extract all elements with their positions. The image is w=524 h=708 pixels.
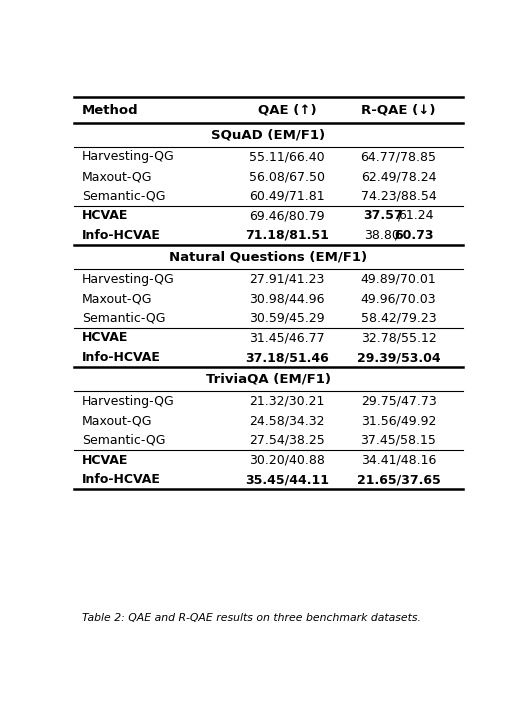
Text: 31.56/49.92: 31.56/49.92	[361, 414, 436, 428]
Text: Harvesting-QG: Harvesting-QG	[82, 150, 174, 164]
Text: 30.98/44.96: 30.98/44.96	[249, 292, 324, 305]
Text: 55.11/66.40: 55.11/66.40	[249, 150, 325, 164]
Text: Natural Questions (EM/F1): Natural Questions (EM/F1)	[169, 251, 368, 264]
Text: 62.49/78.24: 62.49/78.24	[361, 170, 436, 183]
Text: 21.32/30.21: 21.32/30.21	[249, 394, 324, 408]
Text: 49.89/70.01: 49.89/70.01	[361, 273, 436, 285]
Text: Maxout-QG: Maxout-QG	[82, 292, 152, 305]
Text: 69.46/80.79: 69.46/80.79	[249, 210, 325, 222]
Text: 32.78/55.12: 32.78/55.12	[361, 331, 436, 344]
Text: 35.45/44.11: 35.45/44.11	[245, 473, 329, 486]
Text: HCVAE: HCVAE	[82, 331, 128, 344]
Text: 60.49/71.81: 60.49/71.81	[249, 190, 325, 202]
Text: 58.42/79.23: 58.42/79.23	[361, 312, 436, 325]
Text: Semantic-QG: Semantic-QG	[82, 312, 165, 325]
Text: 21.65/37.65: 21.65/37.65	[357, 473, 440, 486]
Text: Info-HCVAE: Info-HCVAE	[82, 473, 161, 486]
Text: Harvesting-QG: Harvesting-QG	[82, 273, 174, 285]
Text: Semantic-QG: Semantic-QG	[82, 190, 165, 202]
Text: 71.18/81.51: 71.18/81.51	[245, 229, 329, 242]
Text: HCVAE: HCVAE	[82, 454, 128, 467]
Text: R-QAE (↓): R-QAE (↓)	[361, 103, 436, 117]
Text: Info-HCVAE: Info-HCVAE	[82, 229, 161, 242]
Text: 64.77/78.85: 64.77/78.85	[361, 150, 436, 164]
Text: TriviaQA (EM/F1): TriviaQA (EM/F1)	[206, 373, 331, 386]
Text: QAE (↑): QAE (↑)	[257, 103, 316, 117]
Text: Info-HCVAE: Info-HCVAE	[82, 351, 161, 364]
Text: HCVAE: HCVAE	[82, 210, 128, 222]
Text: 60.73: 60.73	[394, 229, 434, 242]
Text: /: /	[398, 210, 402, 222]
Text: Maxout-QG: Maxout-QG	[82, 170, 152, 183]
Text: 29.39/53.04: 29.39/53.04	[357, 351, 440, 364]
Text: 37.57: 37.57	[363, 210, 403, 222]
Text: 30.59/45.29: 30.59/45.29	[249, 312, 325, 325]
Text: 37.45/58.15: 37.45/58.15	[361, 434, 436, 447]
Text: 61.24: 61.24	[398, 210, 433, 222]
Text: 56.08/67.50: 56.08/67.50	[249, 170, 325, 183]
Text: 31.45/46.77: 31.45/46.77	[249, 331, 325, 344]
Text: 29.75/47.73: 29.75/47.73	[361, 394, 436, 408]
Text: 34.41/48.16: 34.41/48.16	[361, 454, 436, 467]
Text: /: /	[395, 229, 399, 242]
Text: Maxout-QG: Maxout-QG	[82, 414, 152, 428]
Text: 37.18/51.46: 37.18/51.46	[245, 351, 329, 364]
Text: Method: Method	[82, 103, 138, 117]
Text: Table 2: QAE and R-QAE results on three benchmark datasets.: Table 2: QAE and R-QAE results on three …	[82, 613, 421, 623]
Text: 27.54/38.25: 27.54/38.25	[249, 434, 325, 447]
Text: 27.91/41.23: 27.91/41.23	[249, 273, 324, 285]
Text: Harvesting-QG: Harvesting-QG	[82, 394, 174, 408]
Text: 49.96/70.03: 49.96/70.03	[361, 292, 436, 305]
Text: Semantic-QG: Semantic-QG	[82, 434, 165, 447]
Text: 38.80: 38.80	[364, 229, 399, 242]
Text: 30.20/40.88: 30.20/40.88	[249, 454, 325, 467]
Text: 74.23/88.54: 74.23/88.54	[361, 190, 436, 202]
Text: 24.58/34.32: 24.58/34.32	[249, 414, 324, 428]
Text: SQuAD (EM/F1): SQuAD (EM/F1)	[212, 129, 325, 142]
